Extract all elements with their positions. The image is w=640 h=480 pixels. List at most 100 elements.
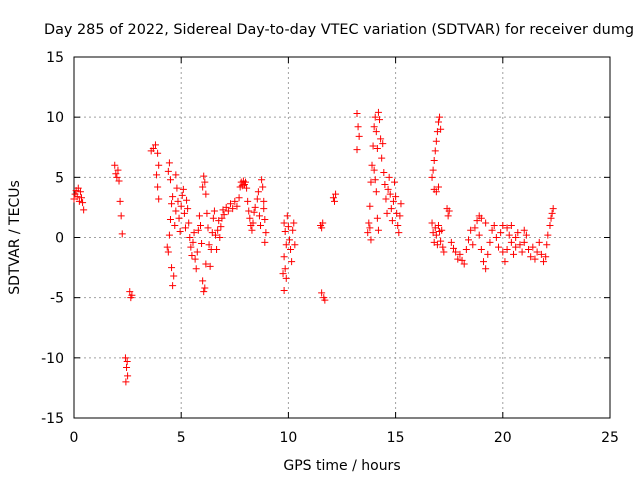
data-point bbox=[187, 243, 195, 251]
y-tick-label: -5 bbox=[50, 291, 64, 307]
data-point bbox=[452, 248, 460, 256]
data-point bbox=[444, 212, 452, 220]
data-point bbox=[447, 238, 455, 246]
data-point bbox=[212, 231, 220, 239]
data-point bbox=[354, 123, 362, 131]
data-point bbox=[544, 231, 552, 239]
data-point bbox=[154, 183, 162, 191]
y-tick-label: -10 bbox=[41, 351, 64, 367]
data-point bbox=[449, 244, 457, 252]
data-point bbox=[391, 178, 399, 186]
data-point bbox=[371, 113, 379, 121]
data-point bbox=[165, 231, 173, 239]
data-point bbox=[549, 205, 557, 213]
data-point bbox=[179, 185, 187, 193]
data-point bbox=[227, 200, 235, 208]
data-point bbox=[259, 183, 267, 191]
data-point bbox=[440, 248, 448, 256]
data-point bbox=[198, 240, 206, 248]
data-point bbox=[254, 188, 262, 196]
x-tick-label: 5 bbox=[177, 430, 186, 446]
data-point bbox=[186, 234, 194, 241]
data-point bbox=[243, 184, 251, 192]
data-point bbox=[437, 237, 445, 245]
data-point bbox=[370, 166, 378, 174]
chart-title: Day 285 of 2022, Sidereal Day-to-day VTE… bbox=[44, 22, 634, 38]
data-point bbox=[229, 205, 237, 213]
data-point bbox=[507, 238, 515, 246]
data-point bbox=[261, 238, 269, 246]
data-point bbox=[368, 161, 376, 169]
data-point bbox=[242, 178, 250, 186]
data-point bbox=[432, 137, 440, 145]
data-point bbox=[454, 255, 462, 263]
data-point bbox=[282, 241, 290, 249]
data-point bbox=[522, 231, 530, 239]
data-point bbox=[199, 277, 207, 285]
data-point bbox=[173, 184, 181, 192]
data-point bbox=[153, 171, 161, 179]
data-point bbox=[246, 214, 254, 222]
data-point bbox=[79, 199, 87, 207]
data-point bbox=[193, 248, 201, 256]
data-point bbox=[231, 197, 239, 205]
data-point bbox=[543, 241, 551, 249]
data-point bbox=[520, 226, 528, 234]
data-point bbox=[369, 142, 377, 150]
data-point bbox=[123, 357, 131, 365]
x-tick-label: 10 bbox=[279, 430, 297, 446]
data-point bbox=[490, 221, 498, 229]
data-point bbox=[492, 234, 500, 241]
data-point bbox=[497, 229, 505, 237]
data-point bbox=[458, 256, 466, 264]
data-point bbox=[364, 229, 372, 237]
data-point bbox=[124, 372, 132, 380]
data-point bbox=[255, 212, 263, 220]
data-point bbox=[397, 200, 405, 208]
data-point bbox=[512, 243, 520, 251]
data-point bbox=[258, 176, 266, 184]
data-point bbox=[471, 224, 479, 232]
x-axis-label: GPS time / hours bbox=[283, 458, 400, 474]
data-point bbox=[115, 177, 123, 185]
data-point bbox=[216, 234, 224, 241]
data-point bbox=[291, 241, 299, 249]
data-point bbox=[547, 214, 555, 222]
data-point bbox=[114, 166, 122, 174]
data-point bbox=[111, 161, 119, 169]
data-point bbox=[121, 354, 129, 362]
data-point bbox=[495, 243, 503, 251]
data-point bbox=[76, 188, 84, 196]
data-point bbox=[280, 253, 288, 261]
data-point bbox=[202, 260, 210, 268]
data-point bbox=[244, 197, 252, 205]
data-point bbox=[429, 166, 437, 174]
data-point bbox=[428, 173, 436, 181]
data-point bbox=[282, 274, 290, 282]
data-point bbox=[431, 147, 439, 155]
data-point bbox=[482, 265, 490, 273]
data-point bbox=[380, 169, 388, 177]
data-point bbox=[196, 221, 204, 229]
data-point bbox=[194, 226, 202, 234]
data-point bbox=[439, 243, 447, 251]
y-tick-labels: -15 -10 -5 0 5 10 15 bbox=[41, 50, 64, 427]
data-point bbox=[382, 195, 390, 203]
data-point bbox=[281, 265, 289, 273]
data-point bbox=[540, 258, 548, 266]
data-point bbox=[488, 226, 496, 234]
data-point bbox=[388, 217, 396, 225]
data-point bbox=[367, 178, 375, 186]
data-point bbox=[503, 224, 511, 232]
data-point bbox=[154, 149, 162, 157]
data-point bbox=[214, 226, 222, 234]
data-point bbox=[332, 190, 340, 198]
data-point bbox=[78, 194, 86, 202]
y-tick-label: 15 bbox=[46, 50, 64, 66]
data-point bbox=[213, 246, 221, 254]
data-point bbox=[434, 183, 442, 191]
data-point bbox=[128, 291, 136, 299]
data-point bbox=[329, 194, 337, 202]
data-point bbox=[118, 230, 126, 238]
